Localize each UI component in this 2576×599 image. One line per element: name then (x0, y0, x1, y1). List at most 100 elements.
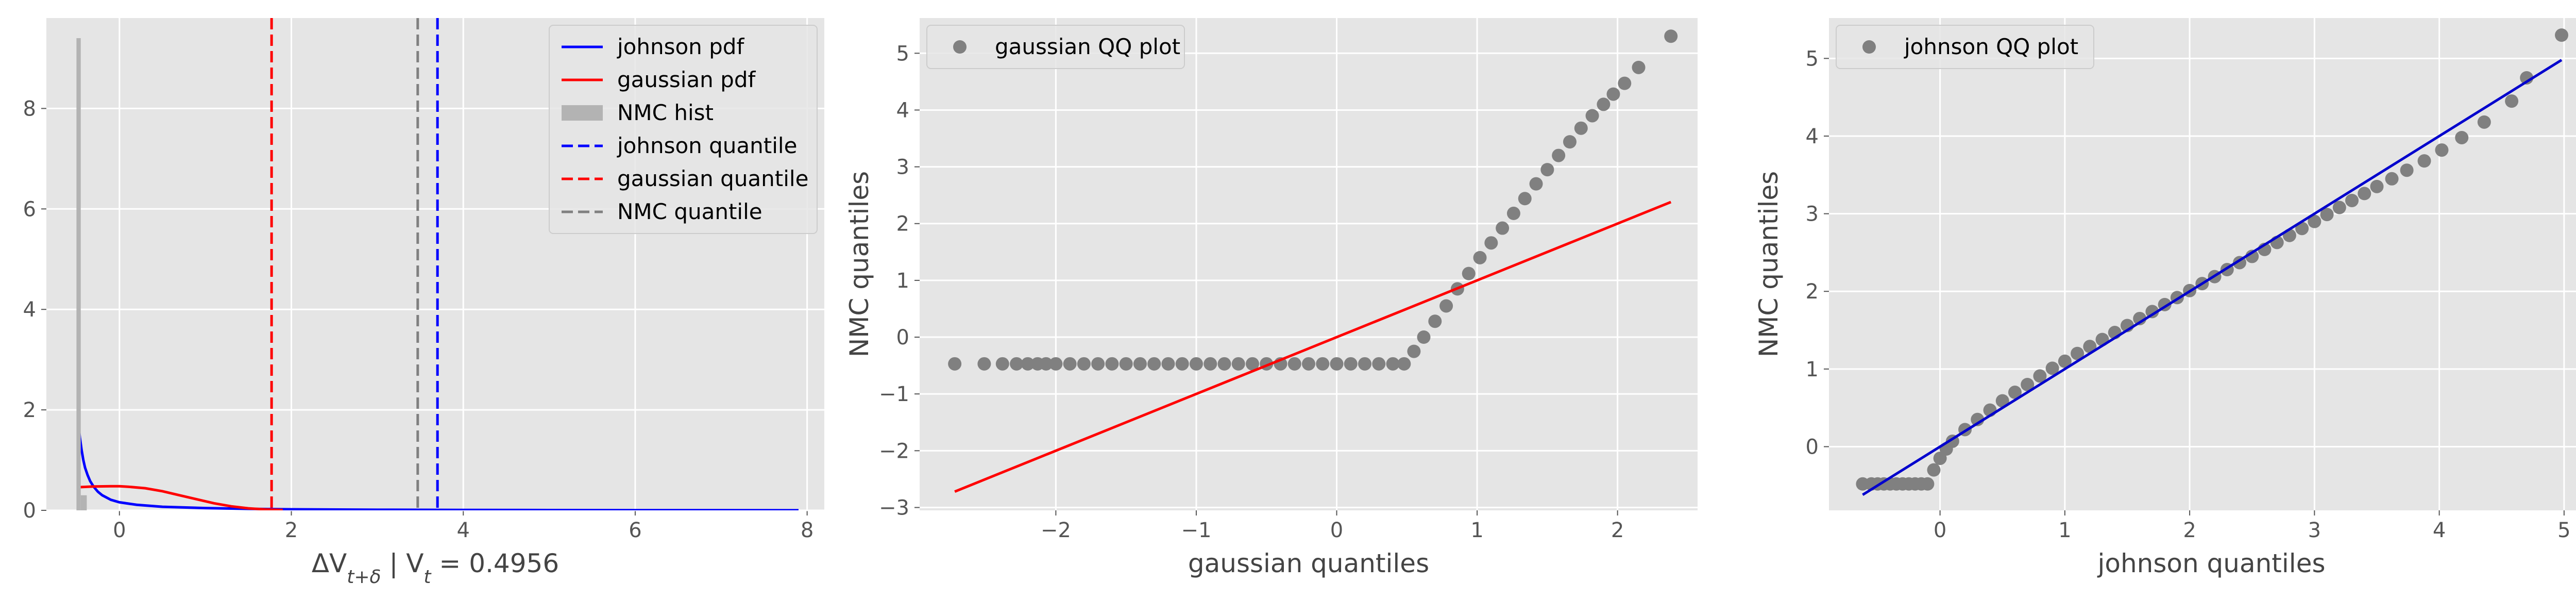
y-tick-label: −1 (879, 382, 909, 406)
x-tick-label: 0 (1934, 519, 1946, 542)
y-tick-label: 0 (1806, 435, 1819, 459)
scatter-point (2308, 214, 2321, 228)
legend-label: gaussian pdf (617, 67, 756, 92)
scatter-point (1397, 357, 1411, 371)
y-tick-label: 4 (896, 98, 909, 122)
y-tick-label: 6 (23, 197, 36, 221)
x-axis-label: gaussian quantiles (1188, 548, 1429, 578)
scatter-point (1585, 109, 1599, 123)
legend-label: johnson QQ plot (1904, 34, 2078, 59)
scatter-point (1506, 206, 1520, 220)
legend-frame (926, 25, 1185, 69)
scatter-point (977, 357, 991, 371)
scatter-point (1010, 357, 1024, 371)
plot-background (920, 18, 1698, 510)
scatter-point (1330, 357, 1344, 371)
scatter-point (1077, 357, 1091, 371)
scatter-point (1217, 357, 1231, 371)
y-tick-label: −2 (879, 439, 909, 463)
scatter-point (1518, 192, 1532, 206)
y-tick-label: 5 (896, 42, 909, 65)
scatter-point (1995, 394, 2009, 408)
scatter-point (2245, 249, 2259, 263)
x-tick-label: 2 (285, 519, 298, 542)
scatter-point (2385, 172, 2399, 186)
y-tick-label: 4 (1806, 125, 1819, 148)
scatter-point (2435, 143, 2449, 157)
scatter-point (1574, 121, 1588, 135)
legend: johnson pdf gaussian pdf NMC hist johnson q… (549, 25, 818, 234)
legend-swatch (953, 40, 967, 54)
x-tick-label: 6 (629, 519, 641, 542)
x-tick-label: 0 (1330, 519, 1343, 542)
scatter-point (948, 357, 962, 371)
scatter-point (1496, 221, 1510, 235)
subplot-1: 0 2 4 6 8 0 2 4 6 8 ΔVt+δ | Vt = 0.4956 johnson pdf… (23, 18, 824, 588)
scatter-point (2358, 187, 2371, 201)
subplot-3: 0 1 2 3 4 5 0 1 2 3 4 5 johnson quantiles NMC quantil… (1754, 18, 2576, 578)
legend: johnson QQ plot (1836, 25, 2094, 69)
scatter-point (2295, 222, 2309, 236)
scatter-point (1204, 357, 1217, 371)
x-tick-label: 0 (113, 519, 126, 542)
plot-area (948, 29, 1678, 493)
scatter-point (1105, 357, 1119, 371)
scatter-point (995, 357, 1009, 371)
y-tick-label: 0 (896, 326, 909, 350)
series-line (78, 485, 283, 510)
x-tick-label: 8 (801, 519, 814, 542)
scatter-point (1606, 87, 1620, 101)
scatter-point (2520, 71, 2534, 85)
legend-label: NMC quantile (617, 199, 762, 224)
scatter-point (2477, 115, 2491, 129)
scatter-point (1921, 477, 1935, 491)
y-tick-label: 0 (23, 499, 36, 523)
y-tick-label: 1 (896, 269, 909, 293)
scatter-point (1063, 357, 1077, 371)
series-line (954, 201, 1672, 493)
scatter-point (1540, 163, 1554, 177)
y-tick-label: 2 (896, 212, 909, 236)
scatter-point (2455, 130, 2469, 144)
x-tick-label: 4 (2433, 519, 2446, 542)
series-line (77, 422, 799, 510)
scatter-point (1245, 357, 1259, 371)
legend-frame (549, 25, 818, 234)
scatter-point (2400, 163, 2414, 177)
scatter-point (1462, 267, 1476, 280)
scatter-point (1287, 357, 1301, 371)
scatter-point (1407, 344, 1421, 358)
y-tick-label: 5 (1806, 47, 1819, 71)
scatter-point (1231, 357, 1245, 371)
y-tick-label: 3 (1806, 203, 1819, 226)
legend-label: NMC hist (617, 100, 714, 125)
x-tick-label: 3 (2308, 519, 2321, 542)
scatter-point (1439, 299, 1453, 313)
y-tick-label: 3 (896, 156, 909, 179)
y-tick-label: 4 (23, 298, 36, 322)
scatter-point (2045, 361, 2059, 375)
scatter-point (1161, 357, 1175, 371)
scatter-point (2008, 386, 2022, 400)
y-tick-label: −3 (879, 496, 909, 520)
scatter-point (2345, 193, 2359, 207)
x-tick-label: 2 (1611, 519, 1624, 542)
scatter-point (2021, 377, 2035, 391)
scatter-point (1386, 357, 1400, 371)
x-tick-label: 2 (2183, 519, 2196, 542)
scatter-point (2071, 346, 2084, 360)
scatter-point (1119, 357, 1133, 371)
scatter-point (1302, 357, 1315, 371)
scatter-point (2505, 94, 2519, 108)
scatter-point (1484, 236, 1498, 250)
plot-area (1856, 28, 2569, 496)
x-tick-label: 1 (2058, 519, 2071, 542)
scatter-point (1971, 412, 1985, 426)
scatter-point (1428, 314, 1442, 328)
scatter-point (2083, 340, 2097, 354)
scatter-point (1344, 357, 1358, 371)
scatter-point (1529, 177, 1543, 191)
y-axis-label: NMC quantiles (844, 171, 874, 357)
scatter-point (2555, 28, 2569, 42)
scatter-point (1021, 357, 1035, 371)
